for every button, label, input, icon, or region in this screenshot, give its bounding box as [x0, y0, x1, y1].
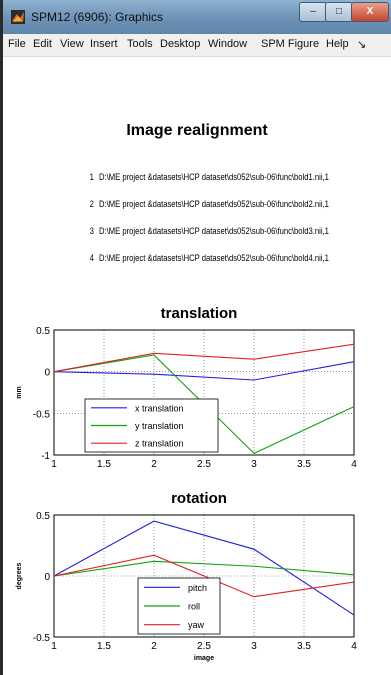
legend-label: roll [188, 602, 200, 612]
menu-desktop[interactable]: Desktop [160, 38, 201, 50]
y-tick-label: 0.5 [36, 511, 50, 522]
x-tick-label: 3 [251, 641, 257, 652]
window-title: SPM12 (6906): Graphics [31, 10, 164, 24]
rotation-chart: rotation 1 1.5 2 2.5 3 3.5 4 0.5 0 -0.5 image degree… [16, 490, 357, 662]
menu-tools[interactable]: Tools [127, 38, 153, 50]
plot-area [53, 329, 355, 456]
legend-label: x translation [135, 403, 184, 413]
x-tick-label: 2.5 [197, 459, 211, 470]
menu-window[interactable]: Window [208, 38, 248, 50]
y-tick-label: -0.5 [33, 409, 51, 420]
x-tick-label: 4 [351, 459, 357, 470]
file-row: 3 D:\ME project &datasets\HCP dataset\ds0… [89, 226, 329, 236]
file-list: 1 D:\ME project &datasets\HCP dataset\ds0… [82, 155, 329, 281]
legend-label: y translation [135, 421, 184, 431]
legend-label: yaw [188, 620, 205, 630]
y-tick-label: -0.5 [33, 633, 51, 644]
menu-insert[interactable]: Insert [90, 38, 118, 50]
y-axis-label: degrees [16, 562, 23, 589]
menu-view[interactable]: View [60, 38, 84, 50]
x-tick-label: 3 [251, 459, 257, 470]
x-tick-label: 1.5 [97, 459, 111, 470]
y-tick-label: -1 [41, 451, 50, 462]
menu-edit[interactable]: Edit [33, 38, 52, 50]
file-row: 2 D:\ME project &datasets\HCP dataset\ds0… [89, 199, 329, 209]
toolbar-overflow-icon[interactable]: ↘ [357, 39, 367, 51]
series-line [53, 520, 355, 616]
menu-file[interactable]: File [8, 38, 26, 50]
close-button[interactable]: X [351, 2, 389, 22]
file-path: D:\ME project &datasets\HCP dataset\ds05… [99, 226, 329, 236]
translation-chart: translation11.522.533.540.50-0.5-1imagem… [16, 305, 357, 470]
file-row: 4 D:\ME project &datasets\HCP dataset\ds0… [89, 253, 329, 263]
figure-title: Image realignment [126, 122, 268, 139]
chart-title: rotation [171, 490, 227, 507]
menu-help[interactable]: Help [326, 38, 349, 50]
x-tick-label: 1.5 [97, 641, 111, 652]
matlab-icon [11, 10, 25, 24]
file-row: 1 D:\ME project &datasets\HCP dataset\ds0… [89, 172, 329, 182]
file-path: D:\ME project &datasets\HCP dataset\ds05… [99, 199, 329, 209]
x-tick-label: 3.5 [297, 641, 311, 652]
x-tick-label: 2.5 [197, 641, 211, 652]
series-line [53, 554, 355, 598]
window-frame-left [0, 0, 3, 675]
graphics-window: SPM12 (6906): Graphics – □ X File Edit V… [3, 0, 391, 675]
y-tick-label: 0.5 [36, 326, 50, 337]
y-tick-label: 0 [44, 368, 50, 379]
chart-title: translation [161, 305, 238, 322]
series-line [53, 343, 355, 373]
legend-label: pitch [188, 583, 207, 593]
x-tick-label: 3.5 [297, 459, 311, 470]
x-tick-label: 4 [351, 641, 357, 652]
x-tick-label: 2 [151, 641, 157, 652]
menu-spm-figure[interactable]: SPM Figure [261, 38, 320, 50]
maximize-button[interactable]: □ [325, 2, 353, 22]
series-line [53, 361, 355, 381]
series-line [53, 560, 355, 577]
file-path: D:\ME project &datasets\HCP dataset\ds05… [99, 253, 329, 263]
x-tick-label: 1 [51, 641, 57, 652]
menu-bar: File Edit View Insert Tools Desktop Wind… [3, 34, 391, 57]
file-path: D:\ME project &datasets\HCP dataset\ds05… [99, 172, 329, 182]
y-tick-label: 0 [44, 572, 50, 583]
minimize-button[interactable]: – [299, 2, 327, 22]
x-tick-label: 2 [151, 459, 157, 470]
legend-label: z translation [135, 439, 184, 449]
y-axis-label: mm [16, 386, 23, 398]
x-tick-label: 1 [51, 459, 57, 470]
title-bar[interactable]: SPM12 (6906): Graphics – □ X [3, 0, 391, 34]
x-axis-label: image [194, 655, 214, 662]
